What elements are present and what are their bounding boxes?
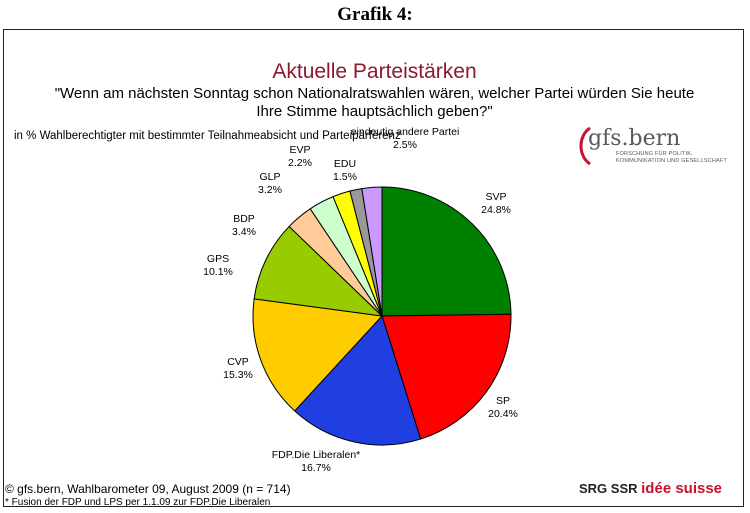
slice-name-label: CVP [227,356,249,368]
slice-name-label: EVP [289,144,310,156]
pie-slice-fdp-die-liberalen [293,315,422,446]
slice-value-label: 10.1% [203,266,233,278]
slice-name-label: GPS [207,253,229,265]
slice-value-label: 2.5% [393,139,417,151]
slice-name-label: BDP [233,213,255,225]
slice-name-label: eindeutig andere Partei [351,126,460,138]
gfs-bern-logo: gfs.bern FORSCHUNG FÜR POLITIK, KOMMUNIK… [576,126,736,172]
slice-value-label: 24.8% [481,204,511,216]
pie-slice-gps [253,225,384,317]
slice-value-label: 3.4% [232,226,256,238]
srg-text: SRG SSR [579,481,638,496]
pie-slice-eindeutig-andere-partei [361,186,383,317]
chart-frame: Aktuelle Parteistärken "Wenn am nächsten… [3,29,744,507]
footnote: * Fusion der FDP und LPS per 1.1.09 zur … [5,497,271,508]
slice-value-label: 20.4% [488,408,518,420]
slice-value-label: 1.5% [333,171,357,183]
logo-subline-1: FORSCHUNG FÜR POLITIK, [616,151,693,157]
slice-name-label: FDP.Die Liberalen* [272,449,361,461]
logo-wordmark: gfs.bern [588,126,681,151]
chart-subtitle: "Wenn am nächsten Sonntag schon National… [54,85,695,120]
slice-name-label: EDU [334,158,356,170]
chart-title: Aktuelle Parteistärken [272,60,477,83]
pie-slice-cvp [252,298,384,412]
slice-value-label: 3.2% [258,184,282,196]
slice-name-label: SP [496,395,510,407]
figure-number: Grafik 4: [337,4,413,25]
slice-value-label: 15.3% [223,369,253,381]
chart-note: in % Wahlberechtigter mit bestimmter Tei… [14,130,401,142]
idee-suisse-text: idée suisse [641,480,723,497]
slice-value-label: 16.7% [301,462,331,474]
slice-value-label: 2.2% [288,157,312,169]
logo-swoosh-icon [579,126,591,166]
pie-slice-svp [381,186,512,317]
pie-slice-sp [381,313,512,440]
slice-name-label: SVP [485,191,506,203]
logo-subline-2: KOMMUNIKATION UND GESELLSCHAFT [616,158,728,164]
source-line: © gfs.bern, Wahlbarometer 09, August 200… [5,482,291,496]
slice-name-label: GLP [259,171,280,183]
srg-logo: SRG SSR idée suisse [579,480,722,497]
